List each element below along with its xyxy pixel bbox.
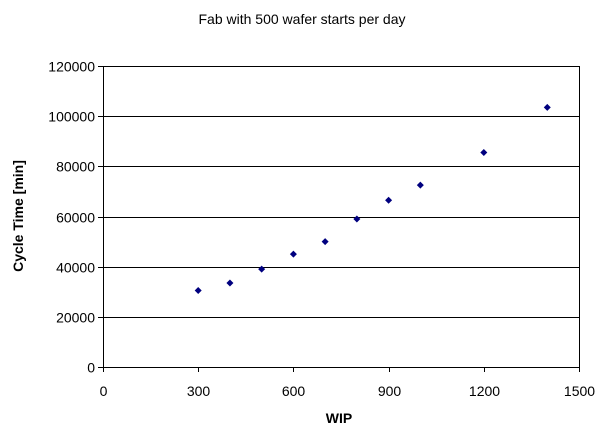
data-point-marker (543, 103, 551, 111)
axes (98, 66, 580, 372)
tick-labels: 0 20000 40000 60000 80000 100000 120000 0 300 600… (48, 59, 595, 400)
y-tick-label: 0 (87, 360, 95, 376)
data-point-marker (480, 149, 488, 157)
x-tick-label: 1500 (564, 383, 595, 399)
x-tick-label: 0 (100, 383, 108, 399)
y-tick-label: 120000 (48, 59, 95, 75)
y-tick-label: 40000 (56, 260, 95, 276)
data-points (194, 103, 551, 294)
plot-area-border (103, 66, 580, 368)
chart-title: Fab with 500 wafer starts per day (199, 11, 406, 27)
data-point-marker (353, 215, 361, 223)
data-point-marker (194, 286, 202, 294)
y-axis-label: Cycle Time [min] (10, 160, 26, 272)
gridlines (103, 66, 579, 318)
x-tick-label: 1200 (469, 383, 500, 399)
data-point-marker (289, 250, 297, 258)
data-point-marker (385, 196, 393, 204)
x-tick-label: 600 (282, 383, 306, 399)
y-tick-label: 60000 (56, 210, 95, 226)
data-point-marker (258, 265, 266, 273)
data-point-marker (321, 238, 329, 246)
data-point-marker (226, 279, 234, 287)
y-tick-label: 100000 (48, 109, 95, 125)
y-tick-label: 80000 (56, 159, 95, 175)
data-point-marker (416, 181, 424, 189)
y-tick-label: 20000 (56, 310, 95, 326)
x-tick-label: 300 (187, 383, 211, 399)
x-axis-label: WIP (326, 410, 352, 426)
x-tick-label: 900 (378, 383, 402, 399)
